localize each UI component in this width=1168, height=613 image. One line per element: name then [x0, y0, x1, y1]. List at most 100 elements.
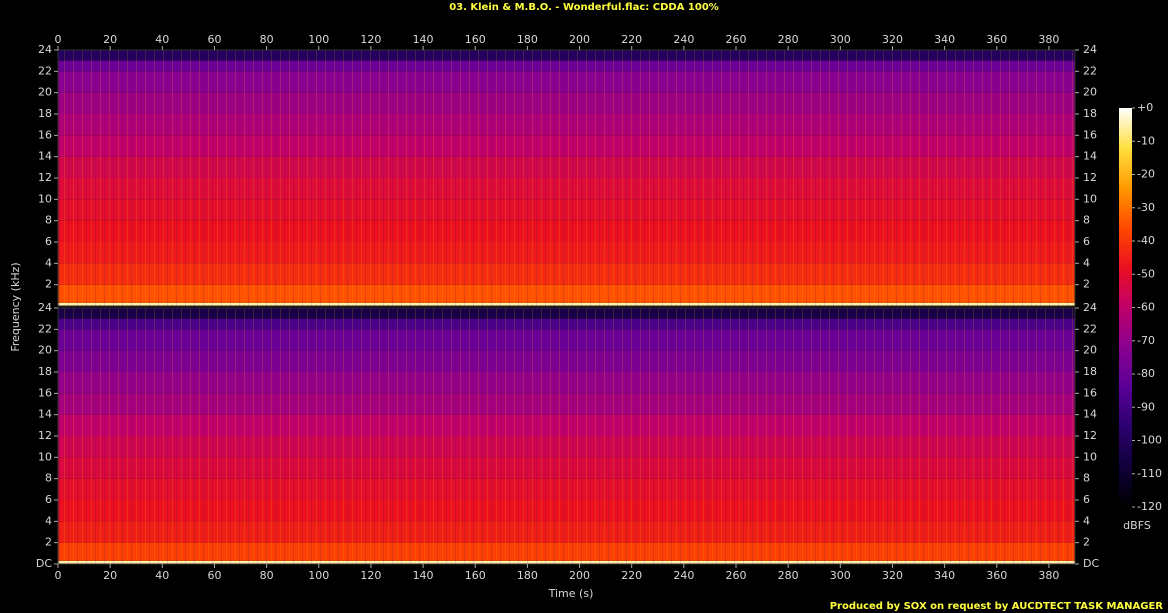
x-tick-label: 300	[830, 33, 851, 46]
colorbar-tick-label: +0	[1137, 101, 1153, 114]
x-tick-label: 340	[934, 569, 955, 582]
footer: Produced by SOX on request by AUCDTECT T…	[830, 601, 1164, 612]
x-tick-label: 180	[517, 33, 538, 46]
y-tick-label: 12	[38, 429, 52, 442]
x-tick-label: 360	[986, 569, 1007, 582]
y-tick-label: 4	[45, 256, 52, 269]
y-tick-label: 22	[1083, 64, 1097, 77]
x-tick-label: 380	[1038, 33, 1059, 46]
colorbar-label: dBFS	[1123, 519, 1151, 532]
y-axis-label: Frequency (kHz)	[9, 262, 22, 351]
x-tick-label: 100	[308, 33, 329, 46]
colorbar-tick-label: -30	[1137, 201, 1155, 214]
x-axis-label: Time (s)	[548, 587, 594, 600]
y-tick-label: DC	[36, 557, 52, 570]
colorbar-tick-label: -70	[1137, 334, 1155, 347]
y-tick-label: 16	[38, 386, 52, 399]
y-tick-label: 16	[38, 128, 52, 141]
colorbar-tick-label: -80	[1137, 367, 1155, 380]
y-tick-label: 8	[45, 472, 52, 485]
colorbar-tick-label: -90	[1137, 400, 1155, 413]
colorbar-tick-label: -110	[1137, 467, 1162, 480]
x-tick-label: 300	[830, 569, 851, 582]
y-tick-label: 20	[38, 344, 52, 357]
x-tick-label: 80	[260, 33, 274, 46]
colorbar-tick-label: -60	[1137, 301, 1155, 314]
x-tick-label: 140	[413, 569, 434, 582]
chart-title: 03. Klein & M.B.O. - Wonderful.flac: CDD…	[449, 2, 719, 13]
x-tick-label: 320	[882, 33, 903, 46]
colorbar-tick-label: -10	[1137, 134, 1155, 147]
y-tick-label: 10	[38, 192, 52, 205]
y-tick-label: 2	[45, 278, 52, 291]
plots	[57, 49, 1076, 565]
y-tick-label: 18	[38, 107, 52, 120]
y-tick-label: 10	[1083, 192, 1097, 205]
x-tick-label: 220	[621, 569, 642, 582]
x-tick-label: 0	[55, 33, 62, 46]
x-tick-label: 220	[621, 33, 642, 46]
y-tick-label: 12	[38, 171, 52, 184]
y-tick-label: 4	[45, 514, 52, 527]
colorbar-tick-label: -20	[1137, 168, 1155, 181]
y-tick-label: 20	[1083, 86, 1097, 99]
x-tick-label: 260	[726, 33, 747, 46]
y-tick-label: DC	[1083, 557, 1099, 570]
x-tick-label: 200	[569, 569, 590, 582]
y-tick-label: 14	[1083, 408, 1097, 421]
y-tick-label: 8	[45, 214, 52, 227]
y-tick-label: 14	[1083, 150, 1097, 163]
y-tick-label: 18	[1083, 365, 1097, 378]
x-tick-label: 260	[726, 569, 747, 582]
x-tick-label: 40	[155, 569, 169, 582]
x-tick-label: 120	[360, 33, 381, 46]
y-tick-label: 18	[1083, 107, 1097, 120]
x-tick-label: 0	[55, 569, 62, 582]
y-tick-label: 12	[1083, 171, 1097, 184]
y-tick-label: 20	[38, 86, 52, 99]
x-tick-label: 240	[673, 569, 694, 582]
y-tick-label: 16	[1083, 386, 1097, 399]
y-tick-label: 14	[38, 408, 52, 421]
y-tick-label: 8	[1083, 214, 1090, 227]
y-tick-label: 6	[1083, 493, 1090, 506]
y-tick-label: 24	[1083, 301, 1097, 314]
x-tick-label: 280	[778, 569, 799, 582]
y-tick-label: 6	[45, 493, 52, 506]
y-tick-label: 2	[1083, 278, 1090, 291]
y-tick-label: 4	[1083, 514, 1090, 527]
y-tick-label: 22	[38, 322, 52, 335]
x-tick-label: 380	[1038, 569, 1059, 582]
x-tick-label: 360	[986, 33, 1007, 46]
y-tick-label: 6	[1083, 235, 1090, 248]
x-tick-label: 140	[413, 33, 434, 46]
x-tick-label: 200	[569, 33, 590, 46]
y-tick-label: 22	[38, 64, 52, 77]
y-tick-label: 18	[38, 365, 52, 378]
x-tick-label: 60	[207, 569, 221, 582]
x-tick-label: 180	[517, 569, 538, 582]
x-tick-label: 40	[155, 33, 169, 46]
x-tick-label: 60	[207, 33, 221, 46]
x-tick-label: 240	[673, 33, 694, 46]
y-tick-label: 16	[1083, 128, 1097, 141]
colorbar-tick-label: -40	[1137, 234, 1155, 247]
y-tick-label: 24	[1083, 43, 1097, 56]
y-tick-label: 12	[1083, 429, 1097, 442]
y-tick-label: 4	[1083, 256, 1090, 269]
x-tick-label: 20	[103, 33, 117, 46]
y-tick-label: 2	[1083, 536, 1090, 549]
x-tick-label: 100	[308, 569, 329, 582]
y-tick-label: 6	[45, 235, 52, 248]
y-tick-label: 2	[45, 536, 52, 549]
y-tick-label: 22	[1083, 322, 1097, 335]
y-tick-label: 24	[38, 301, 52, 314]
x-tick-label: 320	[882, 569, 903, 582]
texture	[58, 308, 1075, 564]
x-tick-label: 160	[465, 569, 486, 582]
y-tick-label: 24	[38, 43, 52, 56]
y-tick-label: 10	[1083, 450, 1097, 463]
x-tick-label: 80	[260, 569, 274, 582]
